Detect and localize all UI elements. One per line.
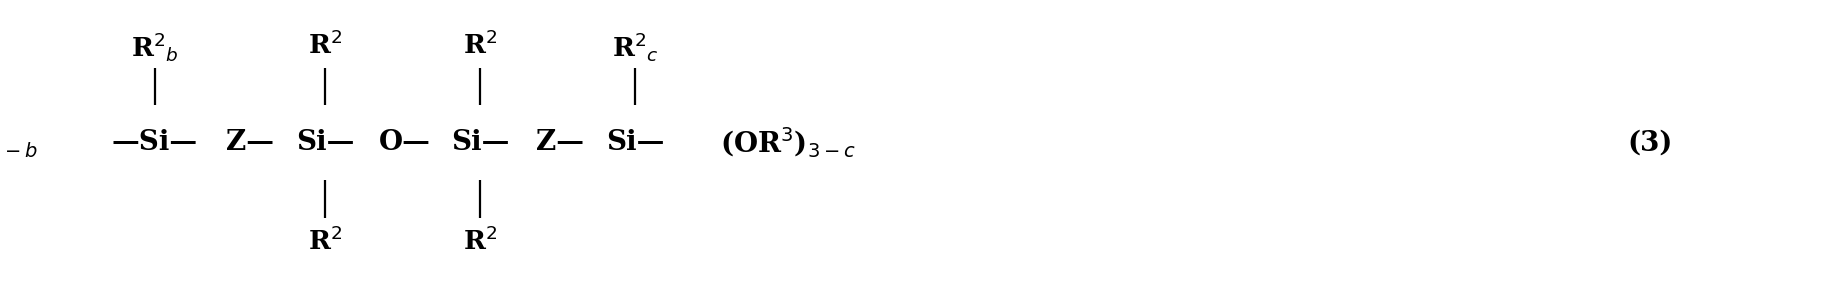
Text: R$^2$$_b$: R$^2$$_b$ [131, 30, 178, 63]
Text: R$^2$: R$^2$ [463, 227, 497, 255]
Text: Si—: Si— [606, 130, 665, 156]
Text: R$^2$: R$^2$ [463, 30, 497, 59]
Text: R$^2$: R$^2$ [308, 227, 342, 255]
Text: O—: O— [379, 130, 432, 156]
Text: Z—: Z— [535, 130, 585, 156]
Text: —Si—: —Si— [111, 130, 198, 156]
Text: Z—: Z— [226, 130, 273, 156]
Text: Si—: Si— [452, 130, 510, 156]
Text: (3): (3) [1628, 130, 1673, 156]
Text: R$^2$$_c$: R$^2$$_c$ [612, 30, 659, 63]
Text: Si—: Si— [295, 130, 355, 156]
Text: (R$^3$O)$_{3-b}$: (R$^3$O)$_{3-b}$ [0, 126, 38, 160]
Text: R$^2$: R$^2$ [308, 30, 342, 59]
Text: (OR$^3$)$_{3-c}$: (OR$^3$)$_{3-c}$ [719, 126, 856, 160]
